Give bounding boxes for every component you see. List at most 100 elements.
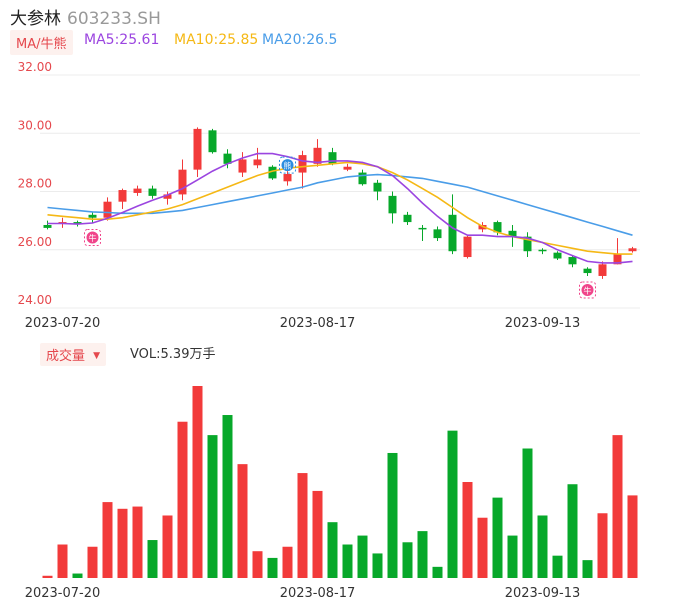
volume-bar bbox=[342, 544, 353, 578]
price-axis-tick-label: 26.00 bbox=[18, 235, 52, 249]
volume-bar bbox=[372, 553, 383, 578]
candle-body bbox=[268, 166, 277, 179]
candle-body bbox=[448, 214, 457, 252]
volume-bar bbox=[537, 515, 548, 578]
candle-body bbox=[463, 236, 472, 258]
volume-bar bbox=[147, 540, 158, 578]
volume-bar bbox=[402, 542, 413, 578]
candle-body bbox=[193, 128, 202, 170]
candle-body bbox=[523, 236, 532, 252]
volume-bar bbox=[252, 551, 263, 578]
bull-signal-label: 牛 bbox=[584, 285, 592, 295]
volume-bar bbox=[207, 435, 218, 578]
caret-down-icon: ▼ bbox=[93, 351, 101, 361]
ma10-line bbox=[47, 161, 633, 255]
candle-body bbox=[88, 214, 97, 218]
candle-body bbox=[163, 194, 172, 199]
price-date-tick-label: 2023-09-13 bbox=[505, 316, 581, 331]
volume-date-tick-label: 2023-09-13 bbox=[505, 586, 581, 601]
volume-bar bbox=[612, 435, 623, 578]
bull-signal-icon bbox=[86, 231, 99, 244]
candle-body bbox=[493, 222, 502, 233]
volume-bar bbox=[522, 448, 533, 578]
volume-value: VOL:5.39万手 bbox=[130, 347, 216, 362]
volume-bar bbox=[267, 557, 278, 578]
price-date-tick-label: 2023-07-20 bbox=[25, 316, 101, 331]
candle-body bbox=[208, 130, 217, 153]
price-axis-tick-label: 30.00 bbox=[18, 118, 52, 132]
candle-body bbox=[43, 224, 52, 228]
volume-bar bbox=[297, 473, 308, 578]
volume-date-tick-label: 2023-08-17 bbox=[280, 586, 356, 601]
bull-signal-frame bbox=[84, 229, 101, 247]
volume-bar bbox=[162, 515, 173, 578]
candle-body bbox=[133, 188, 142, 193]
candle-body bbox=[118, 190, 127, 202]
volume-bar bbox=[132, 506, 143, 578]
candle-body bbox=[418, 227, 427, 230]
volume-bar bbox=[477, 517, 488, 578]
volume-bar bbox=[582, 560, 593, 578]
volume-bar bbox=[72, 573, 83, 578]
candle-body bbox=[538, 249, 547, 252]
volume-bar bbox=[357, 535, 368, 578]
candle-body bbox=[358, 172, 367, 185]
ma5-legend: MA5:25.61 bbox=[84, 32, 160, 48]
candle-body bbox=[73, 222, 82, 224]
volume-bar bbox=[57, 544, 68, 578]
bull-signal-icon bbox=[581, 283, 594, 296]
candle-body bbox=[613, 254, 622, 265]
volume-bar bbox=[387, 452, 398, 578]
stock-code: 603233.SH bbox=[67, 9, 161, 29]
volume-bar bbox=[222, 415, 233, 578]
price-axis-tick-label: 24.00 bbox=[18, 293, 52, 307]
candle-body bbox=[433, 229, 442, 239]
candle-body bbox=[373, 182, 382, 192]
candle-body bbox=[283, 174, 292, 182]
candle-body bbox=[388, 195, 397, 214]
volume-bar bbox=[117, 508, 128, 578]
candle-body bbox=[403, 214, 412, 223]
candle-body bbox=[238, 159, 247, 173]
price-date-tick-label: 2023-08-17 bbox=[280, 316, 356, 331]
stock-header: 大参林 603233.SH bbox=[10, 4, 161, 29]
candle-body bbox=[598, 264, 607, 276]
candle-body bbox=[313, 147, 322, 164]
volume-bar bbox=[597, 513, 608, 578]
volume-bar bbox=[102, 502, 113, 578]
volume-bar bbox=[192, 386, 203, 578]
ma5-line bbox=[47, 152, 633, 264]
volume-bar bbox=[462, 482, 473, 578]
volume-bar bbox=[447, 430, 458, 578]
volume-bar bbox=[492, 497, 503, 578]
price-axis-tick-label: 32.00 bbox=[18, 60, 52, 74]
ma20-line bbox=[47, 173, 633, 236]
volume-bar bbox=[312, 490, 323, 578]
volume-bar bbox=[432, 566, 443, 578]
volume-indicator-tab[interactable]: 成交量 ▼ bbox=[40, 343, 107, 366]
candle-body bbox=[343, 166, 352, 170]
volume-bar bbox=[552, 555, 563, 578]
volume-bar bbox=[327, 522, 338, 578]
volume-bar bbox=[567, 484, 578, 578]
candle-body bbox=[328, 152, 337, 164]
ma-indicator-tab[interactable]: MA/牛熊 bbox=[10, 30, 73, 55]
bear-signal-label: 熊 bbox=[284, 161, 292, 171]
volume-bar bbox=[417, 531, 428, 578]
candle-body bbox=[298, 155, 307, 173]
bear-signal-frame bbox=[279, 156, 296, 174]
ma20-legend: MA20:26.5 bbox=[262, 32, 338, 48]
ma10-legend: MA10:25.85 bbox=[174, 32, 259, 48]
candle-body bbox=[628, 248, 637, 252]
candle-body bbox=[508, 230, 517, 237]
bull-signal-label: 牛 bbox=[89, 233, 97, 243]
candle-body bbox=[223, 153, 232, 164]
candle-body bbox=[583, 268, 592, 274]
volume-date-tick-label: 2023-07-20 bbox=[25, 586, 101, 601]
candle-body bbox=[103, 201, 112, 218]
candle-body bbox=[553, 252, 562, 259]
volume-bar bbox=[87, 546, 98, 578]
volume-bar bbox=[177, 421, 188, 578]
candle-body bbox=[253, 159, 262, 166]
candle-body bbox=[178, 169, 187, 195]
